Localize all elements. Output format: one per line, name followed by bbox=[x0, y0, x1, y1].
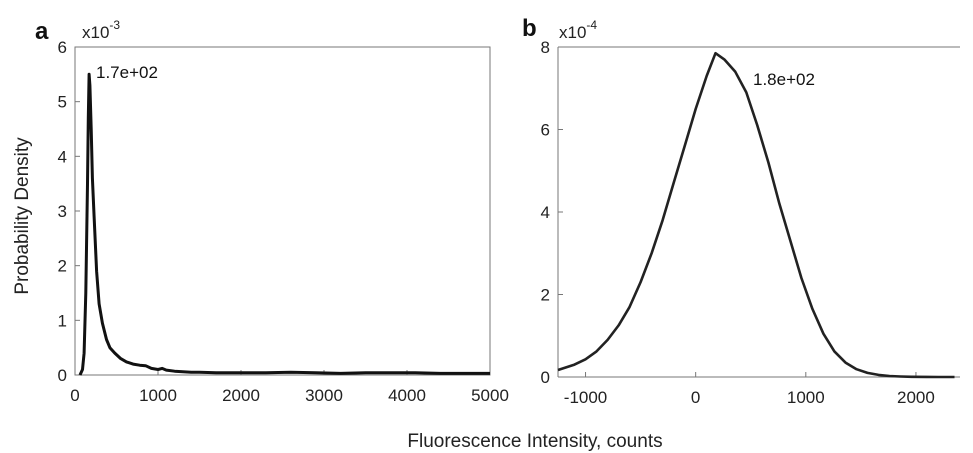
panel-b-x-tick-label: 2000 bbox=[897, 388, 935, 407]
panel-a-y-multiplier: x10-3 bbox=[82, 18, 120, 42]
panel-a-x-tick-label: 2000 bbox=[222, 386, 260, 405]
panel-a-chart: 0 1000 2000 3000 4000 5000 0 1 2 3 4 5 6 a x10-3 1.… bbox=[35, 18, 509, 405]
panel-a-y-tick-label: 4 bbox=[58, 147, 67, 166]
panel-a-axis-ticks bbox=[74, 46, 491, 376]
panel-a-density-line bbox=[78, 72, 490, 376]
panel-a-x-tick-label: 3000 bbox=[305, 386, 343, 405]
panel-b-y-tick-label: 8 bbox=[541, 38, 550, 57]
panel-a-y-tick-label: 1 bbox=[58, 311, 67, 330]
panel-b-density-line bbox=[557, 51, 955, 379]
panel-a-x-tick-label: 0 bbox=[70, 386, 79, 405]
panel-a-y-tick-label: 0 bbox=[58, 366, 67, 385]
panel-a-label: a bbox=[35, 18, 49, 45]
panel-a-y-tick-label: 3 bbox=[58, 202, 67, 221]
panel-b-y-tick-label: 2 bbox=[541, 286, 550, 305]
panel-b-x-tick-labels: -1000 0 1000 2000 bbox=[564, 388, 935, 407]
panel-b-y-tick-labels: 0 2 4 6 8 bbox=[541, 38, 550, 387]
panel-b-chart: -1000 0 1000 2000 0 2 4 6 8 b x10-4 1.8e+02 bbox=[522, 15, 960, 407]
panel-a-x-tick-label: 1000 bbox=[139, 386, 177, 405]
panel-b-axis-ticks bbox=[558, 46, 917, 378]
panel-a-x-tick-label: 4000 bbox=[388, 386, 426, 405]
panel-b-y-tick-label: 4 bbox=[541, 203, 550, 222]
panel-b-y-tick-label: 0 bbox=[541, 368, 550, 387]
panel-b-y-tick-label: 6 bbox=[541, 121, 550, 140]
panel-a-peak-annotation: 1.7e+02 bbox=[96, 63, 158, 82]
panel-a-x-tick-labels: 0 1000 2000 3000 4000 5000 bbox=[70, 386, 509, 405]
panel-b-label: b bbox=[522, 15, 537, 42]
panel-a-x-tick-label: 5000 bbox=[471, 386, 509, 405]
panel-a-y-tick-label: 2 bbox=[58, 257, 67, 276]
panel-b-peak-annotation: 1.8e+02 bbox=[753, 70, 815, 89]
x-axis-label: Fluorescence Intensity, counts bbox=[407, 431, 662, 452]
y-axis-label: Probability Density bbox=[12, 137, 33, 295]
panel-b-y-multiplier: x10-4 bbox=[559, 18, 597, 42]
panel-a-y-tick-labels: 0 1 2 3 4 5 6 bbox=[58, 38, 67, 385]
panel-a-plot-area bbox=[74, 46, 491, 376]
panel-b-x-tick-label: 0 bbox=[691, 388, 700, 407]
panel-a-y-tick-label: 6 bbox=[58, 38, 67, 57]
panel-a-y-tick-label: 5 bbox=[58, 93, 67, 112]
panel-b-x-tick-label: 1000 bbox=[787, 388, 825, 407]
panel-b-x-tick-label: -1000 bbox=[564, 388, 607, 407]
